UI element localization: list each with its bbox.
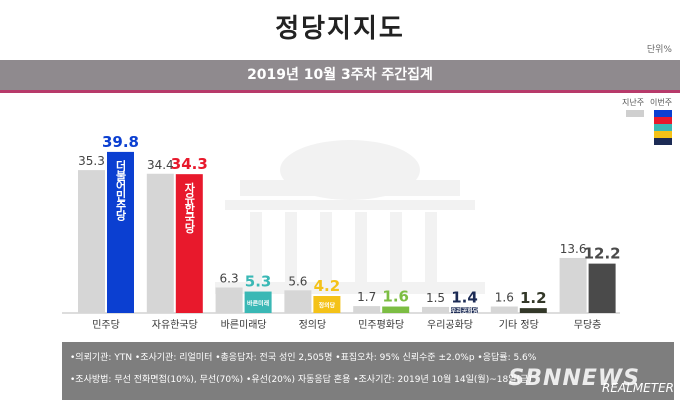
value-label-prev-6: 1.6 <box>495 291 514 305</box>
bar-prev-0 <box>78 170 105 313</box>
bar-prev-3 <box>284 290 312 313</box>
subtitle-underline <box>0 90 680 93</box>
category-label-3: 정의당 <box>299 319 327 331</box>
bar-curr-1 <box>175 174 203 313</box>
category-label-0: 민주당 <box>92 319 120 331</box>
category-label-2: 바른미래당 <box>221 319 267 331</box>
building-watermark <box>215 140 485 294</box>
bar-party-label-1: 자유한국당 <box>183 181 196 234</box>
value-label-curr-4: 1.6 <box>382 288 409 306</box>
value-label-prev-2: 6.3 <box>220 272 239 286</box>
category-label-6: 기타 정당 <box>499 319 539 331</box>
bar-party-label-3: 정의당 <box>319 302 336 310</box>
category-label-7: 무당층 <box>574 319 602 331</box>
sbn-watermark: SBNNEWS <box>508 366 640 391</box>
category-label-4: 민주평화당 <box>358 319 404 331</box>
chart-subtitle: 2019년 10월 3주차 주간집계 <box>247 67 433 83</box>
legend-swatch-5 <box>654 138 672 145</box>
bar-party-label-2: 바른미래 <box>247 299 270 307</box>
legend-swatch-2 <box>654 117 672 124</box>
value-label-prev-3: 5.6 <box>288 274 307 288</box>
bar-curr-7 <box>588 263 616 313</box>
unit-label: 단위% <box>646 45 672 55</box>
realmeter-logo: REALMETER <box>602 381 674 395</box>
bar-curr-5 <box>451 307 478 313</box>
value-label-curr-6: 1.2 <box>520 289 547 307</box>
bar-prev-1 <box>146 173 174 313</box>
bar-party-label-5: 우리공화당 <box>451 307 479 315</box>
bar-prev-2 <box>215 287 243 313</box>
legend-swatch-4 <box>654 131 672 138</box>
bar-curr-2 <box>244 291 272 313</box>
value-label-curr-0: 39.8 <box>102 133 139 151</box>
bar-prev-6 <box>490 306 518 313</box>
bar-prev-4 <box>353 306 381 313</box>
category-label-5: 우리공화당 <box>427 319 473 331</box>
legend: 지난주 이번주 <box>620 97 678 155</box>
value-label-curr-1: 34.3 <box>171 155 208 173</box>
category-label-1: 자유한국당 <box>152 319 198 331</box>
bar-curr-4 <box>382 306 410 313</box>
value-label-prev-1: 34.4 <box>147 158 174 172</box>
chart-title: 정당지지도 <box>275 14 405 44</box>
value-label-curr-3: 4.2 <box>314 277 341 295</box>
legend-swatch-3 <box>654 124 672 131</box>
bar-prev-5 <box>422 306 449 313</box>
value-label-curr-5: 1.4 <box>451 288 478 306</box>
bar-curr-6 <box>519 308 547 313</box>
bar-curr-3 <box>313 296 341 313</box>
subtitle-band <box>0 60 680 90</box>
value-label-prev-5: 1.5 <box>426 291 445 305</box>
legend-prev-label: 지난주 <box>622 98 645 107</box>
survey-info-line-2: •조사방법: 무선 전화면접(10%), 무선(70%) •유선(20%) 자동… <box>70 375 532 385</box>
legend-curr-label: 이번주 <box>650 98 673 107</box>
value-label-prev-7: 13.6 <box>560 242 587 256</box>
survey-info-line-1: •의뢰기관: YTN •조사기관: 리얼미터 •총응답자: 전국 성인 2,50… <box>70 353 537 363</box>
bar-prev-7 <box>559 257 587 313</box>
legend-prev-swatch <box>626 110 644 117</box>
value-label-curr-2: 5.3 <box>245 273 272 291</box>
value-label-prev-0: 35.3 <box>78 154 105 168</box>
bar-party-label-0: 더불어민주당 <box>114 159 127 222</box>
survey-info-box: •의뢰기관: YTN •조사기관: 리얼미터 •총응답자: 전국 성인 2,50… <box>62 342 674 400</box>
legend-swatch-1 <box>654 110 672 117</box>
bar-curr-0 <box>107 151 134 313</box>
value-label-prev-4: 1.7 <box>357 290 376 304</box>
value-label-curr-7: 12.2 <box>584 245 621 263</box>
